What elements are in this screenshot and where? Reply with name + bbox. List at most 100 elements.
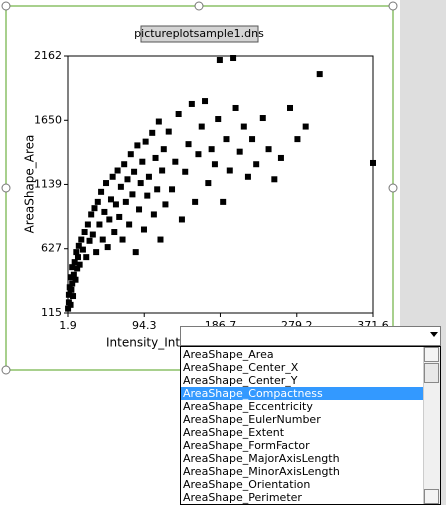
- dropdown-item[interactable]: AreaShape_Center_Y: [183, 374, 298, 387]
- point: [232, 104, 239, 111]
- dropdown-item[interactable]: AreaShape_EulerNumber: [183, 413, 321, 426]
- y-tick-label: 1650: [34, 113, 62, 126]
- point: [236, 148, 243, 155]
- point: [65, 305, 72, 312]
- point: [83, 254, 90, 261]
- point: [68, 286, 75, 293]
- point: [73, 249, 80, 256]
- point: [93, 249, 100, 256]
- point: [220, 198, 227, 205]
- dropdown-item[interactable]: AreaShape_MinorAxisLength: [183, 465, 340, 478]
- point: [109, 173, 116, 180]
- point: [75, 242, 82, 249]
- point: [106, 216, 113, 223]
- point: [84, 221, 91, 228]
- point: [162, 201, 169, 208]
- point: [71, 259, 78, 266]
- dropdown-item[interactable]: AreaShape_Orientation: [183, 478, 311, 491]
- point: [94, 198, 101, 205]
- point: [316, 71, 323, 78]
- point: [116, 213, 123, 220]
- point: [96, 221, 103, 228]
- point: [107, 196, 114, 203]
- point: [169, 186, 176, 193]
- point: [230, 55, 237, 62]
- x-tick-label: 94.3: [132, 319, 157, 332]
- title-box: [140, 25, 259, 43]
- point: [131, 168, 138, 175]
- point: [215, 116, 222, 123]
- point: [185, 141, 192, 148]
- point: [79, 246, 86, 253]
- chart-title: pictureplotsample1.dns: [134, 27, 264, 40]
- point: [142, 138, 149, 145]
- x-tick-label: 1.9: [59, 319, 77, 332]
- point: [111, 229, 118, 236]
- point: [76, 261, 83, 268]
- point: [117, 183, 124, 190]
- point: [88, 211, 95, 218]
- point: [211, 161, 218, 168]
- point: [226, 167, 233, 174]
- point: [127, 151, 134, 158]
- dropdown-item[interactable]: AreaShape_Compactness: [181, 387, 424, 400]
- point: [240, 123, 247, 130]
- point: [202, 98, 209, 105]
- dropdown-item[interactable]: AreaShape_Eccentricity: [183, 400, 313, 413]
- combo-box[interactable]: [180, 326, 441, 346]
- point: [137, 180, 144, 187]
- dropdown-items: AreaShape_Area AreaShape_Center_X AreaShap…: [181, 348, 424, 504]
- point: [175, 111, 182, 118]
- point: [119, 236, 126, 243]
- point: [302, 123, 309, 130]
- y-tick-label: 2162: [34, 49, 62, 62]
- plot-area: [67, 55, 374, 314]
- point: [195, 151, 202, 158]
- point: [208, 146, 215, 153]
- point: [86, 237, 93, 244]
- point: [65, 291, 72, 298]
- point: [259, 115, 266, 122]
- point: [104, 244, 111, 251]
- point: [154, 186, 161, 193]
- point: [159, 167, 166, 174]
- point: [172, 158, 179, 165]
- point: [136, 206, 143, 213]
- point: [188, 100, 195, 107]
- point: [216, 57, 223, 64]
- point: [139, 158, 146, 165]
- point: [192, 198, 199, 205]
- dropdown-list[interactable]: AreaShape_Area AreaShape_Center_X AreaShap…: [180, 346, 441, 505]
- point: [253, 161, 260, 168]
- dropdown-item[interactable]: AreaShape_Perimeter: [183, 491, 302, 504]
- point: [178, 216, 185, 223]
- point: [144, 192, 151, 199]
- point: [70, 271, 77, 278]
- point: [165, 128, 172, 135]
- point: [132, 249, 139, 256]
- dropdown-item[interactable]: AreaShape_FormFactor: [183, 439, 310, 452]
- dropdown-item[interactable]: AreaShape_Extent: [183, 426, 285, 439]
- point: [152, 154, 159, 161]
- dropdown-item[interactable]: AreaShape_MajorAxisLength: [183, 452, 340, 465]
- point: [370, 159, 376, 166]
- point: [121, 161, 128, 168]
- point: [81, 229, 88, 236]
- dropdown-item[interactable]: AreaShape_Area: [183, 348, 274, 361]
- point: [72, 276, 79, 283]
- point: [150, 211, 157, 218]
- point: [155, 118, 162, 125]
- point: [112, 201, 119, 208]
- point: [74, 254, 81, 261]
- point: [160, 146, 167, 153]
- y-tick-label: 627: [41, 242, 62, 255]
- point: [271, 176, 278, 183]
- y-axis-label: AreaShape_Area: [23, 135, 37, 234]
- point: [277, 154, 284, 161]
- y-tick-label: 1139: [34, 177, 62, 190]
- dropdown-item[interactable]: AreaShape_Center_X: [183, 361, 299, 374]
- point: [134, 142, 141, 149]
- point: [69, 264, 76, 271]
- scrollbar[interactable]: [423, 347, 440, 504]
